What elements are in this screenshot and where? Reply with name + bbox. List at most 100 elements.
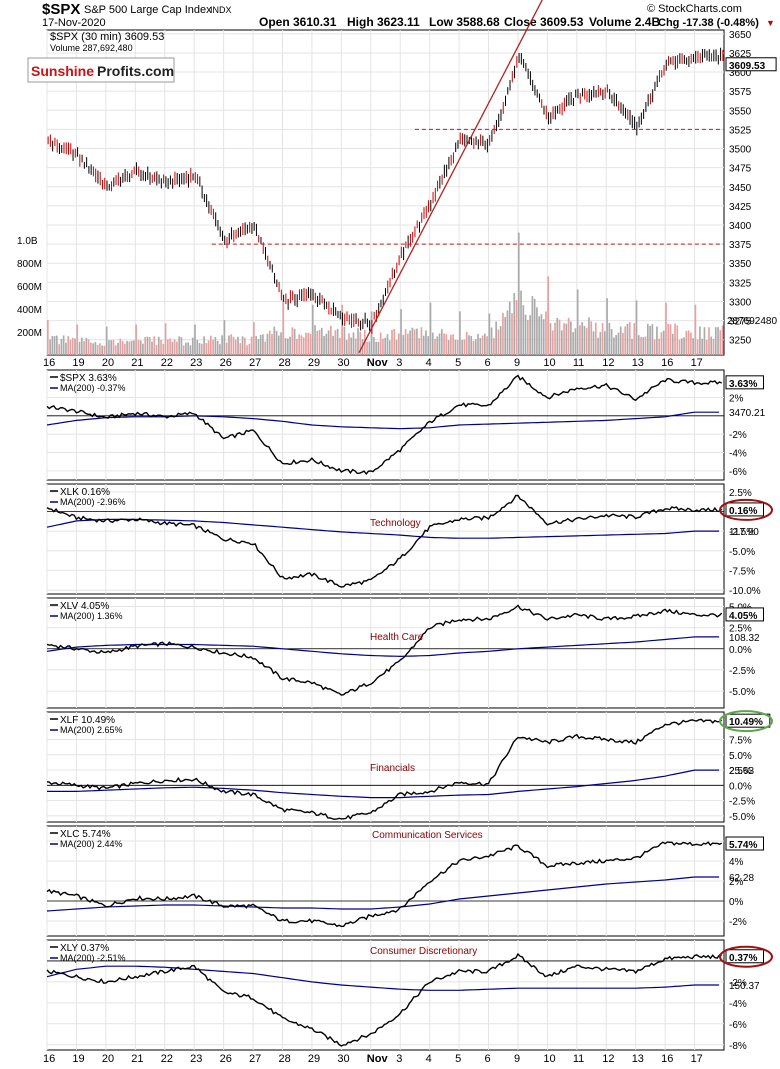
- volume-bar: [232, 336, 235, 355]
- volume-last-value: 287692480: [727, 316, 777, 327]
- volume-bar: [167, 339, 169, 355]
- x-axis-label-bottom: 13: [632, 1053, 644, 1065]
- volume-bar: [123, 343, 126, 355]
- volume-bar: [488, 313, 491, 355]
- volume-bar: [76, 324, 79, 355]
- volume-bar: [144, 336, 147, 355]
- volume-bar: [461, 339, 464, 355]
- volume-bar: [613, 337, 615, 355]
- panel-XLK-highlight-circle: [719, 498, 773, 521]
- price-legend: $SPX (30 min) 3609.53: [50, 31, 164, 43]
- volume-bar: [554, 322, 556, 355]
- volume-bar: [687, 330, 690, 355]
- x-axis-label-top: 11: [573, 357, 584, 369]
- volume-bar: [585, 328, 588, 355]
- volume-bar: [490, 327, 493, 355]
- price-y-tick-label: 3425: [729, 202, 752, 213]
- panel-XLV-y-tick-label: -2.5%: [729, 666, 755, 677]
- x-axis-label-bottom: 29: [308, 1053, 320, 1065]
- volume-bar: [196, 339, 199, 355]
- panel-SPX-frame: [46, 369, 725, 481]
- volume-bar: [599, 332, 602, 355]
- volume-bar: [80, 337, 83, 355]
- panel-XLV-y-tick-label: 2.5%: [729, 624, 752, 635]
- volume-bar: [314, 325, 316, 355]
- volume-bar: [262, 334, 264, 355]
- volume-bar: [531, 296, 534, 355]
- index-name: S&P 500 Large Cap Index: [84, 4, 212, 16]
- volume-bar: [400, 309, 402, 355]
- volume-bar: [311, 304, 314, 355]
- panel-XLY-y-tick-label: -4%: [729, 999, 747, 1010]
- panel-XLC-title: XLC 5.74%: [60, 829, 111, 840]
- volume-bar: [323, 336, 325, 355]
- volume-bar: [62, 335, 65, 355]
- symbol-title: $SPX: [42, 1, 80, 18]
- volume-bar: [483, 333, 486, 355]
- volume-bar: [53, 336, 56, 355]
- price-y-tick-label: 3600: [729, 68, 752, 79]
- volume-bar: [277, 335, 280, 355]
- volume-bar: [699, 326, 701, 355]
- x-axis-label-bottom: 23: [190, 1053, 202, 1065]
- volume-bar: [515, 300, 518, 355]
- volume-bar: [85, 337, 88, 355]
- volume-bar: [189, 345, 192, 355]
- volume-bar: [92, 343, 94, 355]
- volume-bar: [112, 340, 115, 355]
- volume-bar: [160, 339, 162, 355]
- volume-bar: [583, 325, 586, 355]
- volume-bar: [350, 337, 353, 355]
- volume-bar: [212, 339, 214, 355]
- volume-bar: [216, 340, 219, 355]
- volume-bar: [223, 320, 226, 355]
- volume-bar: [284, 338, 287, 355]
- panel-XLY-ma-line: [46, 965, 720, 991]
- panel-XLV-ma-last-value: 108.32: [729, 633, 760, 644]
- volume-bar: [420, 327, 423, 355]
- volume-bar: [558, 319, 561, 355]
- volume-bar: [656, 326, 658, 355]
- volume-bar: [556, 317, 559, 355]
- panel-SPX-y-tick-label: -2%: [729, 430, 747, 441]
- volume-bar: [257, 339, 260, 355]
- volume-bar: [395, 339, 398, 355]
- panel-XLY-ma-label: MA(200) -2.51%: [60, 953, 126, 963]
- volume-bar: [117, 342, 119, 355]
- volume-bar: [101, 345, 104, 355]
- panel-XLK-y-tick-label: -10.0%: [729, 586, 761, 597]
- panel-XLF-y-tick-label: 0.0%: [729, 781, 752, 792]
- panel-XLC-ma-line: [46, 876, 720, 912]
- volume-bar: [246, 345, 248, 355]
- volume-bar: [198, 342, 201, 355]
- price-last-value-box: [725, 57, 777, 72]
- volume-bar: [388, 340, 391, 355]
- volume-bar: [649, 325, 651, 355]
- volume-bar: [345, 340, 348, 355]
- volume-bar: [51, 335, 54, 355]
- volume-bar: [588, 317, 590, 355]
- volume-bar: [121, 340, 124, 355]
- volume-bar: [610, 329, 613, 355]
- volume-bar: [667, 324, 670, 355]
- volume-bar: [234, 339, 237, 355]
- volume-bar: [94, 342, 97, 355]
- panel-XLV-frame: [46, 597, 725, 709]
- x-axis-label-top: 30: [337, 357, 349, 369]
- x-axis-label-top: 16: [661, 357, 673, 369]
- x-axis-label-bottom: 16: [661, 1053, 673, 1065]
- panel-XLK-y-tick-label: -2.5%: [729, 527, 755, 538]
- volume-bar: [384, 337, 387, 355]
- volume-bar: [393, 328, 396, 355]
- volume-y-tick-label: 400M: [17, 305, 42, 316]
- volume-bar: [275, 330, 278, 355]
- panel-XLY-y-tick-label: -8%: [729, 1041, 747, 1052]
- volume-bar: [71, 337, 74, 355]
- x-axis-label-bottom: 22: [161, 1053, 173, 1065]
- panel-XLV-last-value: 4.05%: [729, 611, 757, 622]
- volume-bar: [316, 330, 319, 355]
- volume-bar: [522, 305, 525, 355]
- volume-bar: [416, 328, 418, 355]
- panel-XLV-y-tick-label: 0.0%: [729, 645, 752, 656]
